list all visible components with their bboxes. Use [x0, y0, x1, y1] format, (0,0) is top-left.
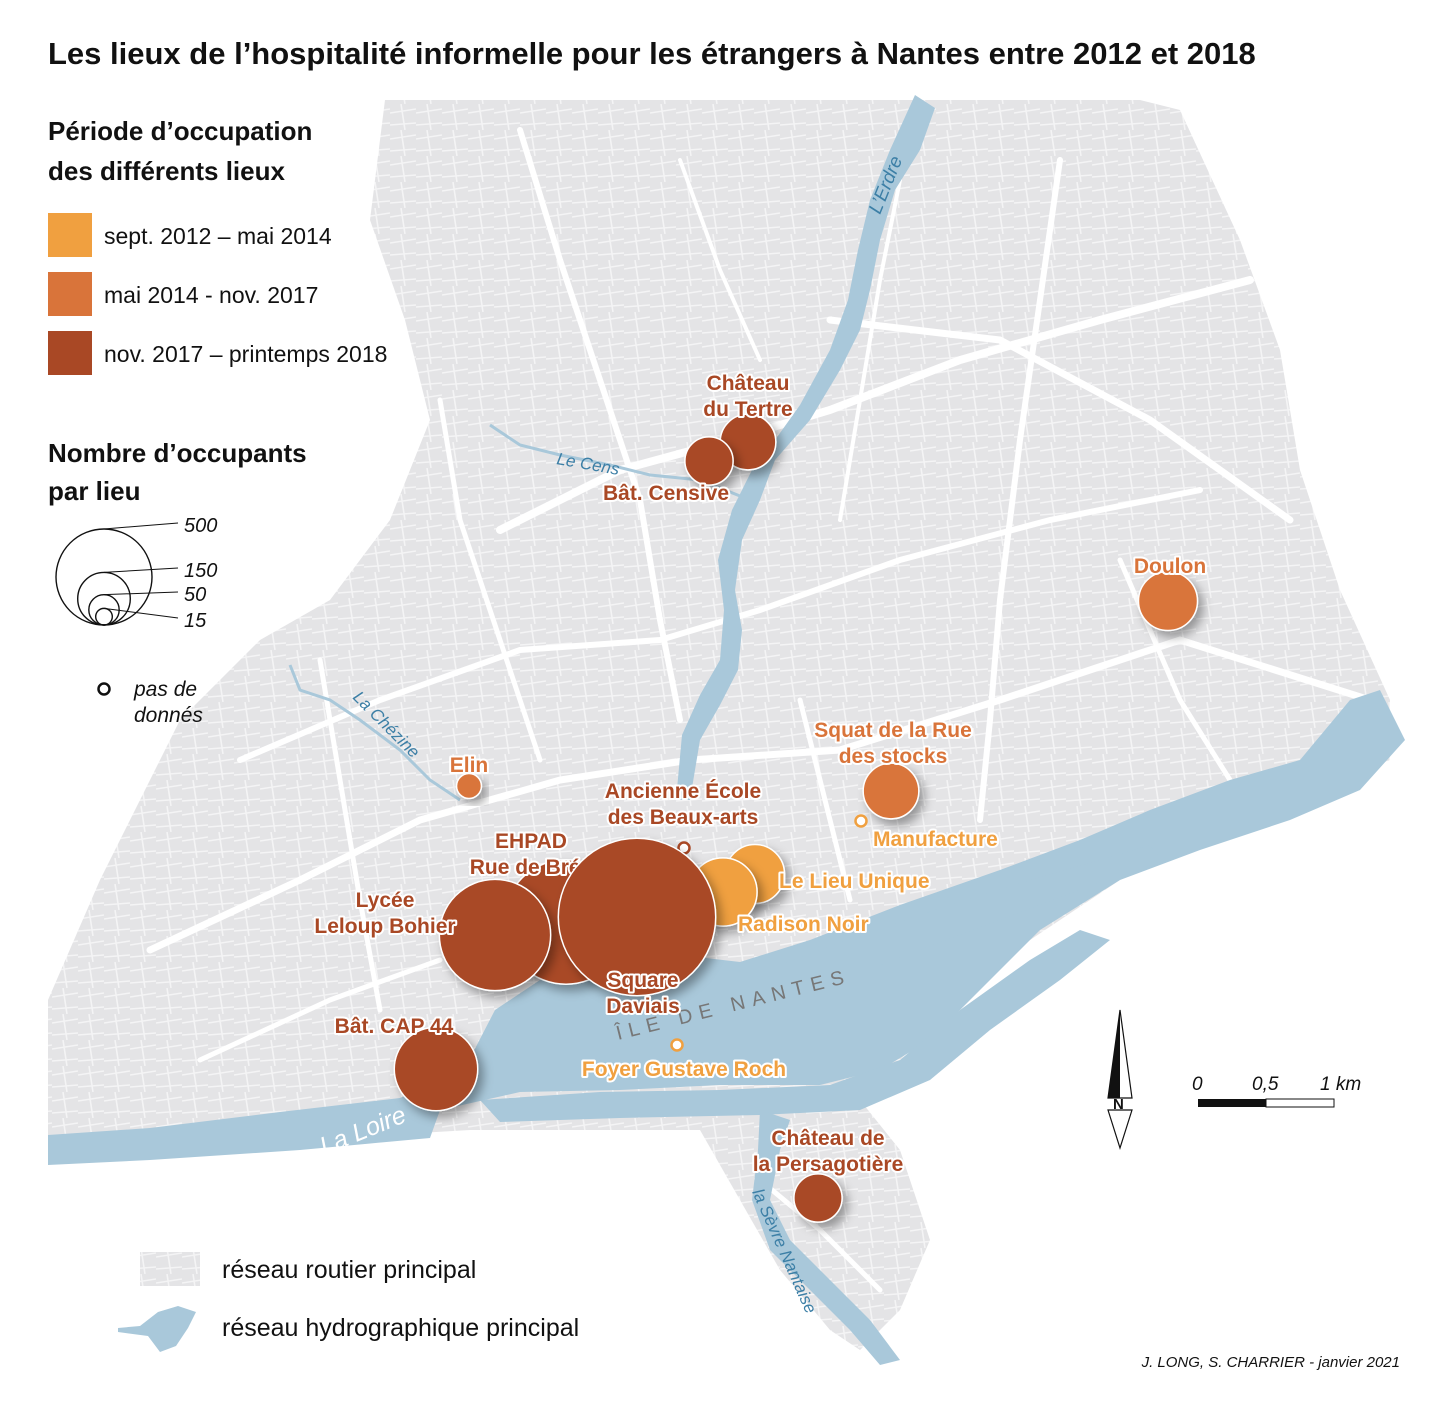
- place-marker[interactable]: [793, 1173, 843, 1223]
- place-marker[interactable]: [438, 878, 552, 992]
- place-label: des stocks: [839, 745, 948, 768]
- nodata-label: pas de: [133, 678, 197, 701]
- hydrographic-network: [48, 95, 1405, 1365]
- place-14[interactable]: Château de la Persagotière: [751, 1125, 905, 1223]
- scale-label-zero: 0: [1192, 1074, 1203, 1095]
- place-label: EHPAD: [495, 830, 567, 853]
- place-label: Leloup Bohier: [314, 915, 455, 938]
- place-3[interactable]: Squat de la Rue des stocks: [812, 717, 974, 820]
- period-legend: sept. 2012 – mai 2014 mai 2014 - nov. 201…: [48, 213, 387, 375]
- place-12[interactable]: Bât. CAP 44: [333, 1013, 479, 1112]
- place-label: Elin: [450, 754, 489, 777]
- scale-label-half: 0,5: [1252, 1074, 1279, 1095]
- loire-river: [48, 690, 1405, 1165]
- legend-size-title-2: par lieu: [48, 476, 140, 506]
- size-leader-50: [103, 591, 179, 596]
- place-marker[interactable]: [1137, 570, 1199, 632]
- credit: J. LONG, S. CHARRIER - janvier 2021: [1141, 1354, 1400, 1371]
- period-swatch-1: [48, 213, 92, 257]
- period-label-3: nov. 2017 – printemps 2018: [104, 341, 387, 367]
- map-title: Les lieux de l’hospitalité informelle po…: [48, 36, 1256, 71]
- place-label: Manufacture: [873, 828, 998, 851]
- place-6[interactable]: Ancienne École des Beaux-arts: [603, 778, 763, 855]
- place-label: Ancienne École: [605, 780, 761, 803]
- size-leader-150: [103, 567, 179, 573]
- scale-bar: 0 0,5 1 km: [1192, 1074, 1361, 1108]
- legend-period-title-2: des différents lieux: [48, 156, 285, 186]
- nodata-label-2: donnés: [134, 704, 203, 727]
- legend-size-title: Nombre d’occupants: [48, 438, 307, 468]
- places-layer: Château du Tertre Bât. Censive Doulon Squat …: [312, 370, 1208, 1223]
- place-11[interactable]: Square Daviais: [557, 837, 717, 1020]
- place-label: Radison Noir: [738, 913, 869, 936]
- city-footprint: [48, 100, 1390, 1350]
- erdre-river: [676, 95, 935, 800]
- place-label: Doulon: [1134, 555, 1206, 578]
- period-swatch-3: [48, 331, 92, 375]
- north-arrow: N: [1107, 1009, 1133, 1150]
- place-13[interactable]: Foyer Gustave Roch: [580, 1038, 788, 1083]
- place-label: Lycée: [356, 889, 415, 912]
- place-label: Bât. CAP 44: [335, 1015, 454, 1038]
- legend-period-title: Période d’occupation: [48, 116, 312, 146]
- place-marker[interactable]: [862, 762, 920, 820]
- place-2[interactable]: Doulon: [1132, 553, 1208, 632]
- place-label: Bât. Censive: [603, 482, 729, 505]
- road-legend-swatch: [140, 1252, 200, 1286]
- place-4[interactable]: Manufacture: [854, 814, 1000, 853]
- period-label-2: mai 2014 - nov. 2017: [104, 282, 318, 308]
- size-label-15: 15: [184, 610, 207, 632]
- size-circle-150: [77, 571, 131, 626]
- place-marker-nodata[interactable]: [670, 1038, 684, 1052]
- place-label: Château de: [771, 1127, 884, 1150]
- place-5[interactable]: Elin: [448, 752, 490, 800]
- place-marker[interactable]: [455, 772, 483, 800]
- place-1[interactable]: Bât. Censive: [601, 436, 734, 507]
- road-legend-label: réseau routier principal: [222, 1256, 476, 1284]
- place-label: Daviais: [606, 995, 680, 1018]
- place-label: du Tertre: [703, 398, 792, 421]
- size-circle-500: [55, 528, 153, 626]
- place-label: Squat de la Rue: [814, 719, 972, 742]
- size-leader-500: [103, 522, 179, 530]
- place-label: la Persagotière: [753, 1153, 904, 1176]
- period-label-1: sept. 2012 – mai 2014: [104, 223, 332, 249]
- place-label: Le Lieu Unique: [779, 870, 930, 893]
- place-label: Château: [707, 372, 790, 395]
- north-label: N: [1113, 1096, 1124, 1113]
- place-10[interactable]: Lycée Leloup Bohier: [312, 878, 552, 992]
- size-label-500: 500: [184, 515, 217, 537]
- size-circle-15: [94, 607, 114, 626]
- place-0[interactable]: Château du Tertre: [701, 370, 795, 471]
- scale-label-one: 1 km: [1320, 1074, 1361, 1095]
- nodata-symbol: [97, 682, 111, 696]
- period-swatch-2: [48, 272, 92, 316]
- sevre-river: [752, 1110, 900, 1365]
- place-label: Square: [607, 969, 678, 992]
- place-marker[interactable]: [684, 436, 734, 486]
- place-marker[interactable]: [393, 1026, 479, 1112]
- place-label: Foyer Gustave Roch: [582, 1058, 786, 1081]
- size-label-50: 50: [184, 584, 206, 606]
- place-marker-nodata[interactable]: [854, 814, 868, 828]
- water-legend-label: réseau hydrographique principal: [222, 1314, 579, 1342]
- size-leader-15: [103, 607, 179, 619]
- place-marker[interactable]: [557, 837, 717, 997]
- water-legend-swatch: [118, 1306, 196, 1352]
- place-label: des Beaux-arts: [608, 806, 759, 829]
- size-label-150: 150: [184, 560, 217, 582]
